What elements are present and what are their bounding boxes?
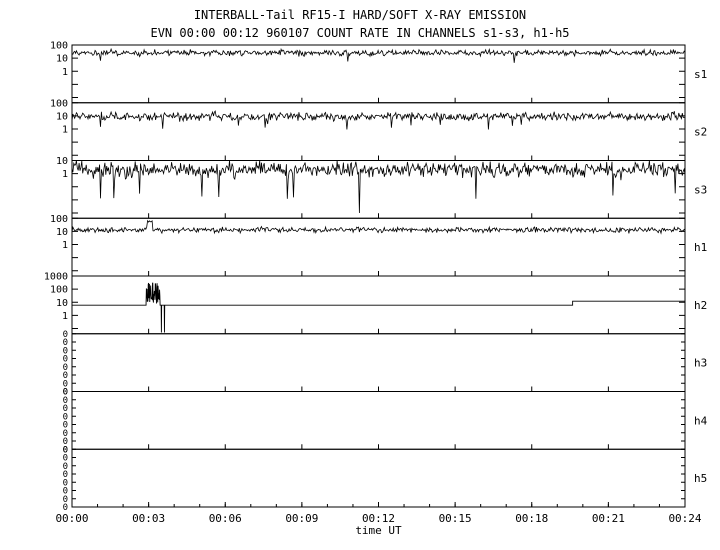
- svg-text:h4: h4: [694, 414, 708, 427]
- svg-text:0: 0: [63, 437, 68, 447]
- svg-text:0: 0: [63, 478, 68, 488]
- svg-text:100: 100: [50, 41, 68, 52]
- svg-text:00:15: 00:15: [439, 512, 472, 525]
- svg-text:10: 10: [56, 54, 68, 65]
- svg-text:0: 0: [63, 445, 68, 455]
- svg-text:0: 0: [63, 429, 68, 439]
- svg-text:0: 0: [63, 462, 68, 472]
- chart-title: INTERBALL-Tail RF15-I HARD/SOFT X-RAY EM…: [193, 8, 527, 22]
- svg-text:0: 0: [63, 495, 68, 505]
- svg-text:0: 0: [63, 487, 68, 497]
- svg-text:0: 0: [63, 388, 68, 398]
- svg-text:0: 0: [63, 404, 68, 414]
- svg-text:s2: s2: [694, 126, 707, 139]
- svg-text:100: 100: [50, 285, 68, 296]
- svg-text:1: 1: [62, 67, 68, 78]
- svg-text:0: 0: [63, 388, 68, 398]
- svg-text:0: 0: [63, 338, 68, 348]
- svg-text:00:18: 00:18: [515, 512, 548, 525]
- svg-text:00:03: 00:03: [132, 512, 165, 525]
- svg-text:0: 0: [63, 412, 68, 422]
- svg-text:1: 1: [62, 311, 68, 322]
- svg-text:0: 0: [63, 379, 68, 389]
- svg-text:1: 1: [62, 169, 68, 180]
- svg-text:0: 0: [63, 330, 68, 340]
- svg-text:h1: h1: [694, 241, 707, 254]
- svg-text:0: 0: [63, 454, 68, 464]
- svg-text:1000: 1000: [44, 272, 68, 283]
- svg-text:0: 0: [63, 396, 68, 406]
- svg-text:00:00: 00:00: [55, 512, 88, 525]
- svg-text:1: 1: [62, 240, 68, 251]
- svg-text:0: 0: [63, 355, 68, 365]
- svg-text:h5: h5: [694, 472, 707, 485]
- svg-text:0: 0: [63, 445, 68, 455]
- svg-text:00:06: 00:06: [209, 512, 242, 525]
- svg-text:00:12: 00:12: [362, 512, 395, 525]
- svg-text:0: 0: [63, 421, 68, 431]
- svg-text:0: 0: [63, 363, 68, 373]
- svg-text:00:09: 00:09: [285, 512, 318, 525]
- svg-text:0: 0: [63, 503, 68, 513]
- svg-text:h3: h3: [694, 357, 707, 370]
- svg-text:s1: s1: [694, 68, 707, 81]
- x-axis-label: time UT: [355, 524, 402, 537]
- svg-text:0: 0: [63, 470, 68, 480]
- svg-text:s3: s3: [694, 183, 707, 196]
- svg-text:100: 100: [50, 214, 68, 225]
- svg-text:0: 0: [63, 346, 68, 356]
- svg-text:10: 10: [56, 156, 68, 167]
- svg-text:0: 0: [63, 371, 68, 381]
- svg-text:00:21: 00:21: [592, 512, 625, 525]
- chart-subtitle: EVN 00:00 00:12 960107 COUNT RATE IN CHA…: [150, 26, 570, 40]
- svg-text:10: 10: [56, 111, 68, 122]
- svg-text:1: 1: [62, 125, 68, 136]
- svg-text:10: 10: [56, 227, 68, 238]
- svg-text:h2: h2: [694, 299, 707, 312]
- svg-text:10: 10: [56, 298, 68, 309]
- svg-text:00:24: 00:24: [668, 512, 701, 525]
- svg-text:100: 100: [50, 98, 68, 109]
